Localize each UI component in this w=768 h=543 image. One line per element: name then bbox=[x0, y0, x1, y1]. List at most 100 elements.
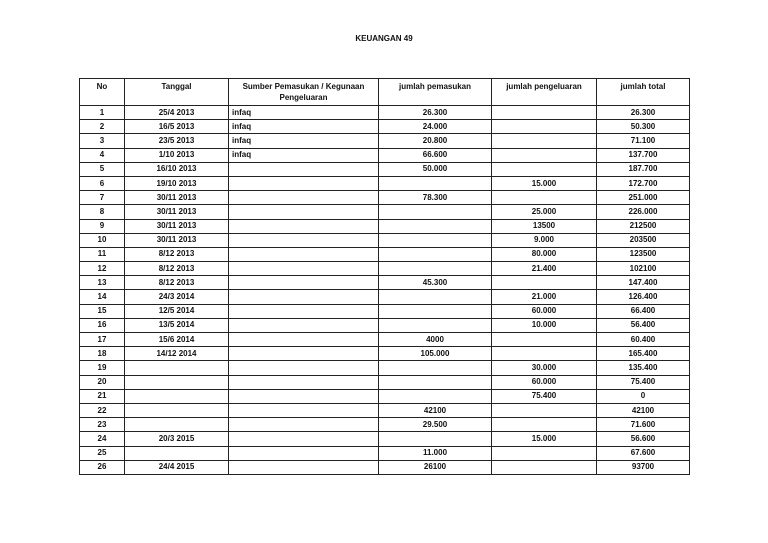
cell-date: 30/11 2013 bbox=[124, 218, 229, 234]
cell-no: 13 bbox=[79, 275, 125, 291]
cell-income: 26100 bbox=[378, 459, 492, 475]
cell-expense: 9.000 bbox=[491, 232, 597, 248]
cell-income: 50.000 bbox=[378, 161, 492, 177]
cell-total: 165.400 bbox=[596, 346, 690, 362]
cell-date: 30/11 2013 bbox=[124, 232, 229, 248]
cell-no: 6 bbox=[79, 175, 125, 192]
cell-no: 19 bbox=[79, 360, 125, 376]
cell-expense bbox=[491, 275, 597, 291]
cell-income bbox=[378, 374, 492, 390]
cell-total: 66.400 bbox=[596, 303, 690, 319]
cell-expense bbox=[491, 402, 597, 419]
column-header-no: No bbox=[79, 78, 125, 106]
table-row: 6 19/10 2013 15.000 172.700 bbox=[79, 175, 690, 192]
cell-total: 56.400 bbox=[596, 317, 690, 334]
cell-income: 26.300 bbox=[378, 104, 492, 121]
cell-total: 212500 bbox=[596, 218, 690, 234]
table-row: 10 30/11 2013 9.000 203500 bbox=[79, 232, 690, 248]
cell-expense: 21.000 bbox=[491, 289, 597, 305]
cell-income bbox=[378, 175, 492, 192]
cell-no: 24 bbox=[79, 431, 125, 447]
cell-expense bbox=[491, 445, 597, 461]
table-row: 15 12/5 2014 60.000 66.400 bbox=[79, 303, 690, 319]
table-row: 22 42100 42100 bbox=[79, 402, 690, 419]
cell-no: 20 bbox=[79, 374, 125, 390]
cell-source bbox=[228, 459, 379, 475]
cell-total: 251.000 bbox=[596, 190, 690, 206]
cell-income: 4000 bbox=[378, 331, 492, 348]
finance-table: No Tanggal Sumber Pemasukan / Kegunaan Pen… bbox=[79, 78, 690, 475]
cell-income bbox=[378, 360, 492, 376]
cell-date: 19/10 2013 bbox=[124, 175, 229, 192]
cell-source bbox=[228, 232, 379, 248]
table-row: 14 24/3 2014 21.000 126.400 bbox=[79, 289, 690, 305]
cell-source: infaq bbox=[228, 104, 379, 121]
table-row: 11 8/12 2013 80.000 123500 bbox=[79, 246, 690, 263]
cell-expense bbox=[491, 133, 597, 149]
table-row: 9 30/11 2013 13500 212500 bbox=[79, 218, 690, 234]
cell-date bbox=[124, 402, 229, 419]
cell-expense: 10.000 bbox=[491, 317, 597, 334]
cell-income: 66.600 bbox=[378, 147, 492, 163]
cell-income bbox=[378, 204, 492, 220]
cell-source bbox=[228, 431, 379, 447]
cell-source bbox=[228, 218, 379, 234]
table-header: No Tanggal Sumber Pemasukan / Kegunaan Pen… bbox=[79, 78, 690, 106]
cell-source bbox=[228, 161, 379, 177]
cell-no: 8 bbox=[79, 204, 125, 220]
cell-date: 16/10 2013 bbox=[124, 161, 229, 177]
cell-no: 22 bbox=[79, 402, 125, 419]
cell-source bbox=[228, 360, 379, 376]
cell-date: 8/12 2013 bbox=[124, 246, 229, 263]
table-row: 24 20/3 2015 15.000 56.600 bbox=[79, 431, 690, 447]
cell-source bbox=[228, 445, 379, 461]
cell-total: 0 bbox=[596, 388, 690, 404]
cell-no: 21 bbox=[79, 388, 125, 404]
cell-expense: 13500 bbox=[491, 218, 597, 234]
cell-date: 30/11 2013 bbox=[124, 190, 229, 206]
cell-total: 147.400 bbox=[596, 275, 690, 291]
cell-total: 187.700 bbox=[596, 161, 690, 177]
cell-no: 11 bbox=[79, 246, 125, 263]
cell-expense: 15.000 bbox=[491, 431, 597, 447]
cell-total: 42100 bbox=[596, 402, 690, 419]
table-row: 4 1/10 2013 infaq 66.600 137.700 bbox=[79, 147, 690, 163]
table-row: 8 30/11 2013 25.000 226.000 bbox=[79, 204, 690, 220]
cell-date: 16/5 2013 bbox=[124, 119, 229, 135]
cell-total: 71.600 bbox=[596, 417, 690, 433]
table-row: 18 14/12 2014 105.000 165.400 bbox=[79, 346, 690, 362]
cell-total: 26.300 bbox=[596, 104, 690, 121]
cell-no: 15 bbox=[79, 303, 125, 319]
cell-source bbox=[228, 303, 379, 319]
cell-total: 203500 bbox=[596, 232, 690, 248]
cell-income bbox=[378, 261, 492, 277]
cell-date: 12/5 2014 bbox=[124, 303, 229, 319]
cell-expense bbox=[491, 331, 597, 348]
cell-source bbox=[228, 331, 379, 348]
cell-income bbox=[378, 303, 492, 319]
table-row: 2 16/5 2013 infaq 24.000 50.300 bbox=[79, 119, 690, 135]
cell-expense bbox=[491, 104, 597, 121]
cell-source: infaq bbox=[228, 133, 379, 149]
cell-income bbox=[378, 388, 492, 404]
table-row: 7 30/11 2013 78.300 251.000 bbox=[79, 190, 690, 206]
cell-source bbox=[228, 346, 379, 362]
cell-no: 23 bbox=[79, 417, 125, 433]
cell-expense: 60.000 bbox=[491, 374, 597, 390]
cell-income bbox=[378, 289, 492, 305]
table-row: 25 11.000 67.600 bbox=[79, 445, 690, 461]
cell-income: 20.800 bbox=[378, 133, 492, 149]
cell-no: 9 bbox=[79, 218, 125, 234]
cell-expense bbox=[491, 119, 597, 135]
cell-expense: 60.000 bbox=[491, 303, 597, 319]
table-row: 16 13/5 2014 10.000 56.400 bbox=[79, 317, 690, 334]
cell-source bbox=[228, 261, 379, 277]
cell-date: 25/4 2013 bbox=[124, 104, 229, 121]
table-row: 13 8/12 2013 45.300 147.400 bbox=[79, 275, 690, 291]
cell-expense bbox=[491, 190, 597, 206]
cell-income: 42100 bbox=[378, 402, 492, 419]
table-row: 23 29.500 71.600 bbox=[79, 417, 690, 433]
cell-source bbox=[228, 388, 379, 404]
cell-source bbox=[228, 317, 379, 334]
column-header-total: jumlah total bbox=[596, 78, 690, 106]
